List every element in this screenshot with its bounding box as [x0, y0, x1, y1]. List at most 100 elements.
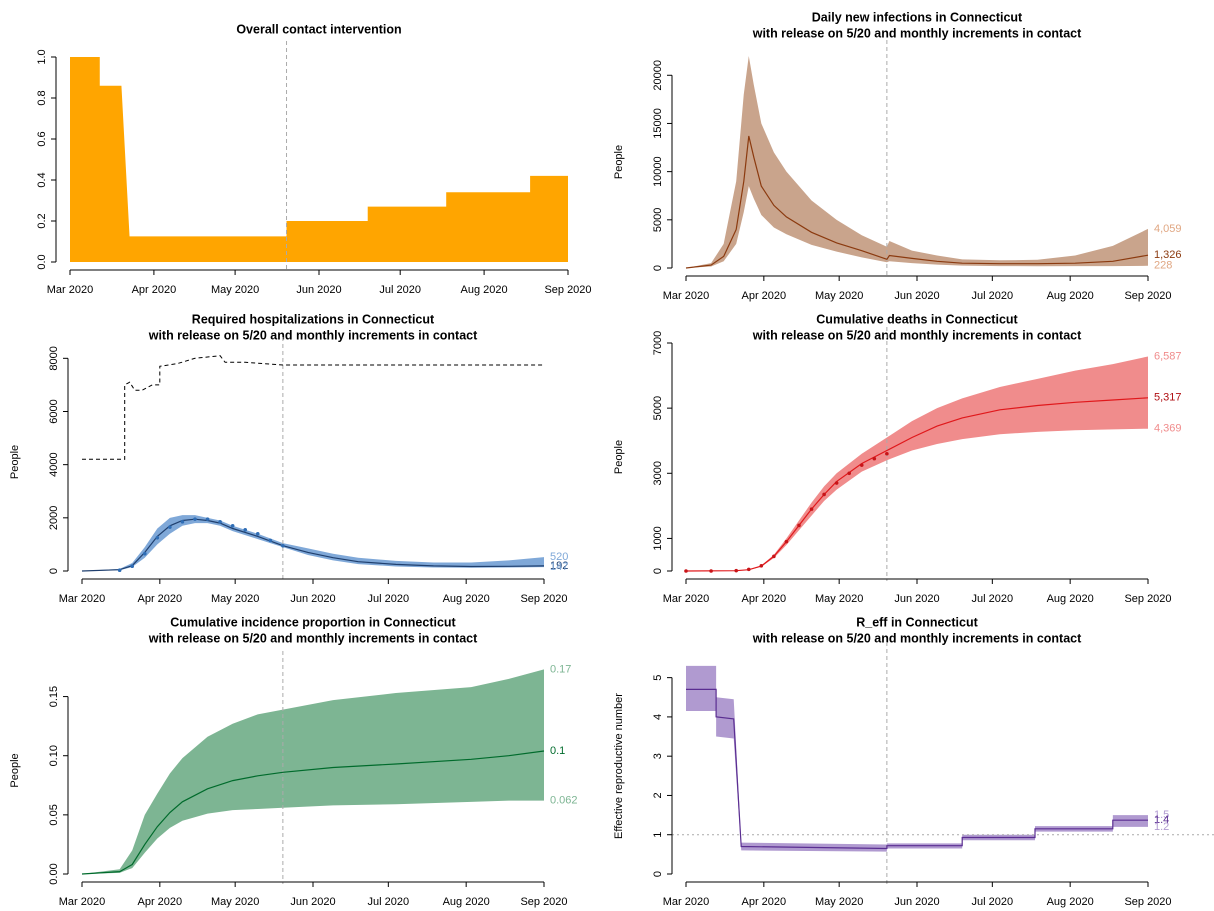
x-tick-label: Apr 2020: [742, 290, 787, 302]
observed-point: [822, 492, 826, 497]
y-tick-label: 1.0: [36, 49, 48, 64]
median-line: [81, 750, 545, 875]
y-axis-label: People: [613, 440, 625, 474]
y-tick-label: 2: [652, 792, 664, 798]
y-axis-label: People: [613, 145, 625, 179]
x-tick-label: Jun 2020: [290, 896, 335, 908]
uncertainty-band: [82, 515, 544, 571]
observed-point: [746, 567, 751, 572]
x-tick-label: Jun 2020: [296, 284, 341, 296]
x-tick-label: Jul 2020: [972, 290, 1014, 302]
x-tick-label: Apr 2020: [742, 593, 787, 605]
chart-title: Overall contact intervention: [236, 22, 401, 36]
observed-point: [142, 551, 147, 556]
x-tick-label: Apr 2020: [138, 593, 183, 605]
end-label: 0.1: [550, 745, 565, 757]
observed-point: [218, 520, 222, 524]
x-tick-label: Apr 2020: [138, 896, 183, 908]
end-label: 0.062: [550, 795, 578, 807]
y-tick-label: 3000: [652, 461, 664, 485]
end-label: 0.17: [550, 663, 571, 675]
y-tick-label: 8000: [48, 346, 60, 370]
y-tick-label: 0.2: [36, 213, 48, 228]
observed-point: [885, 451, 889, 456]
y-tick-label: 1: [652, 832, 664, 838]
end-label: 228: [1154, 260, 1172, 272]
x-tick-label: Mar 2020: [663, 593, 709, 605]
y-tick-label: 10000: [652, 156, 664, 187]
y-axis-label: People: [9, 753, 21, 787]
uncertainty-band: [686, 665, 1148, 852]
x-tick-label: Jun 2020: [894, 290, 939, 302]
end-label: 520: [550, 551, 568, 563]
chart-title: Cumulative deaths in Connecticut: [816, 312, 1018, 326]
y-tick-label: 0.8: [36, 90, 48, 105]
y-tick-label: 4000: [48, 452, 60, 476]
y-tick-label: 4: [652, 714, 664, 720]
x-tick-label: Aug 2020: [461, 284, 508, 296]
end-label: 1.5: [1154, 809, 1169, 821]
chart-subtitle: with release on 5/20 and monthly increme…: [148, 631, 478, 645]
x-tick-label: May 2020: [211, 284, 259, 296]
observed-point: [684, 569, 688, 573]
y-tick-label: 20000: [652, 60, 664, 91]
chart-subtitle: with release on 5/20 and monthly increme…: [752, 328, 1082, 342]
end-label: 5,317: [1154, 392, 1182, 404]
x-tick-label: May 2020: [211, 593, 259, 605]
observed-point: [255, 531, 260, 536]
observed-point: [709, 569, 713, 573]
x-tick-label: Mar 2020: [59, 896, 105, 908]
x-tick-label: May 2020: [211, 896, 259, 908]
observed-point: [268, 538, 273, 543]
x-tick-label: Apr 2020: [132, 284, 177, 296]
observed-point: [809, 507, 814, 511]
x-tick-label: Sep 2020: [1124, 290, 1171, 302]
x-tick-label: Jul 2020: [972, 896, 1014, 908]
end-label: 4,369: [1154, 423, 1182, 435]
median-line: [685, 135, 1149, 269]
y-tick-label: 0.10: [48, 745, 60, 766]
chart-subtitle: with release on 5/20 and monthly increme…: [752, 631, 1082, 645]
x-tick-label: Mar 2020: [59, 593, 105, 605]
y-tick-label: 2000: [48, 506, 60, 530]
x-tick-label: Jul 2020: [368, 593, 410, 605]
chart-title: Cumulative incidence proportion in Conne…: [170, 615, 456, 629]
y-tick-label: 1000: [652, 526, 664, 550]
y-tick-label: 0: [652, 871, 664, 877]
end-label: 1.4: [1154, 814, 1169, 826]
y-tick-label: 0.4: [36, 172, 48, 187]
x-tick-label: Aug 2020: [1047, 593, 1094, 605]
y-axis-label: Effective reproductive number: [613, 693, 625, 839]
observed-point: [772, 554, 776, 559]
capacity-line: [82, 355, 544, 460]
observed-point: [281, 543, 285, 548]
chart-title: Required hospitalizations in Connecticut: [192, 312, 435, 326]
y-tick-label: 0: [652, 265, 664, 271]
x-tick-label: Jul 2020: [379, 284, 421, 296]
end-label: 192: [550, 560, 568, 572]
y-tick-label: 0.05: [48, 804, 60, 825]
median-line: [686, 688, 1148, 850]
x-tick-label: Aug 2020: [1047, 896, 1094, 908]
chart-subtitle: with release on 5/20 and monthly increme…: [752, 26, 1082, 40]
x-tick-label: Sep 2020: [1124, 896, 1171, 908]
chart-subtitle: with release on 5/20 and monthly increme…: [148, 328, 478, 342]
x-tick-label: Aug 2020: [443, 896, 490, 908]
x-tick-label: Aug 2020: [1047, 290, 1094, 302]
y-tick-label: 3: [652, 753, 664, 759]
y-tick-label: 0: [48, 568, 60, 574]
y-tick-label: 5000: [652, 208, 664, 232]
x-tick-label: Aug 2020: [443, 593, 490, 605]
observed-point: [155, 535, 160, 540]
x-tick-label: May 2020: [815, 593, 863, 605]
observed-point: [130, 564, 135, 569]
observed-point: [168, 525, 172, 529]
chart-title: R_eff in Connecticut: [856, 615, 978, 629]
median-line: [81, 518, 545, 572]
x-tick-label: Jul 2020: [368, 896, 410, 908]
y-tick-label: 7000: [652, 331, 664, 355]
x-tick-label: May 2020: [815, 290, 863, 302]
x-tick-label: Apr 2020: [742, 896, 787, 908]
uncertainty-band: [82, 669, 544, 874]
